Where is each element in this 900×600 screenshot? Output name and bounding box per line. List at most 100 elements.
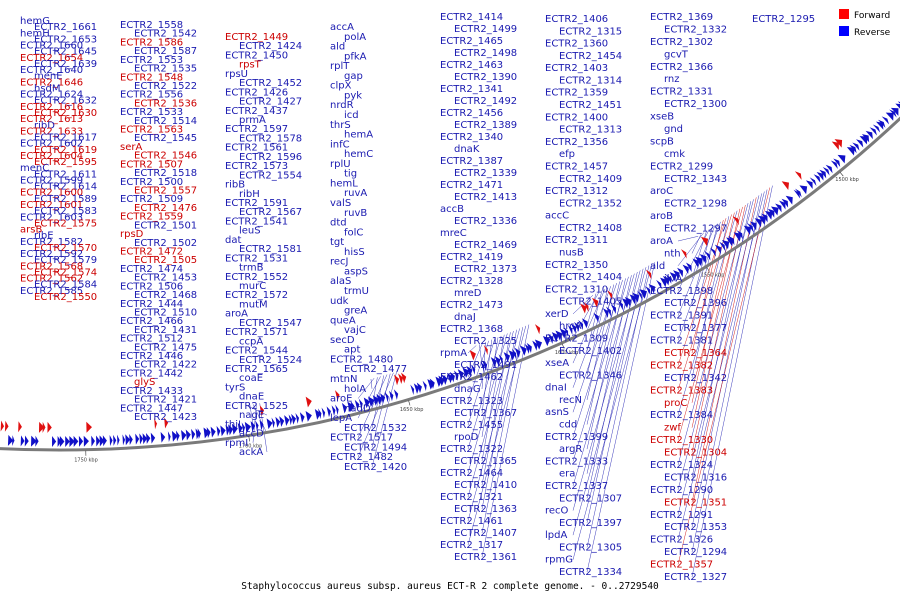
gene-label: proC bbox=[664, 398, 687, 409]
gene-label: ECTR2_1343 bbox=[664, 174, 727, 185]
gene-label: dtd bbox=[330, 218, 347, 229]
gene-label: ECTR2_1356 bbox=[545, 137, 608, 148]
gene-label: ECTR2_1507 bbox=[120, 159, 183, 170]
label-connector bbox=[481, 337, 499, 438]
gene-label: ECTR2_1403 bbox=[545, 63, 608, 74]
reverse-gene-arrow bbox=[578, 320, 584, 331]
gene-label: ECTR2_1361 bbox=[454, 552, 517, 563]
gene-label: ECTR2_1399 bbox=[545, 432, 608, 443]
gene-label: pyk bbox=[344, 90, 362, 101]
gene-label: ECTR2_1357 bbox=[650, 560, 713, 571]
gene-label: aroB bbox=[650, 211, 673, 222]
reverse-gene-arrow bbox=[632, 292, 640, 303]
gene-label: ECTR2_1586 bbox=[120, 37, 183, 48]
reverse-gene-arrow bbox=[372, 395, 379, 406]
gene-label: ECTR2_1314 bbox=[559, 75, 622, 86]
legend-forward-label: Forward bbox=[854, 11, 890, 21]
gene-label: ECTR2_1548 bbox=[120, 72, 183, 83]
reverse-gene-arrow bbox=[347, 401, 355, 413]
gene-label: cdd bbox=[559, 420, 577, 431]
gene-label: ECTR2_1290 bbox=[650, 485, 713, 496]
reverse-gene-arrow bbox=[833, 158, 841, 167]
reverse-gene-arrow bbox=[288, 414, 293, 426]
reverse-gene-arrow bbox=[555, 330, 563, 341]
gene-label: dnaG bbox=[454, 384, 481, 395]
gene-label: mreC bbox=[440, 228, 467, 239]
reverse-gene-arrow bbox=[570, 323, 577, 334]
gene-label: efp bbox=[559, 149, 575, 160]
gene-label: ECTR2_1413 bbox=[454, 192, 517, 203]
reverse-gene-arrow bbox=[872, 124, 881, 133]
label-connector bbox=[572, 267, 647, 536]
reverse-gene-arrow bbox=[244, 421, 252, 433]
label-connector bbox=[357, 377, 375, 399]
gene-label: ECTR2_1404 bbox=[559, 272, 622, 283]
gene-label: ECTR2_1574 bbox=[34, 267, 97, 278]
label-connector bbox=[677, 191, 765, 540]
gene-label: ECTR2_1304 bbox=[664, 448, 727, 459]
gene-label: ECTR2_1400 bbox=[545, 112, 608, 123]
gene-label: ECTR2_1554 bbox=[239, 170, 302, 181]
scale-tick-label: 1550 kbp bbox=[701, 273, 725, 279]
reverse-gene-arrow bbox=[12, 435, 15, 447]
gene-label: ECTR2_1334 bbox=[559, 567, 622, 578]
gene-label: ECTR2_1366 bbox=[650, 62, 713, 73]
gene-label: rpsT bbox=[239, 60, 262, 71]
reverse-gene-arrow bbox=[228, 424, 234, 436]
gene-label: ECTR2_1368 bbox=[440, 324, 503, 335]
gene-label: ECTR2_1351 bbox=[664, 497, 727, 508]
reverse-gene-arrow bbox=[767, 208, 775, 218]
gene-label: ECTR2_1512 bbox=[120, 334, 183, 345]
gene-label: ECTR2_1466 bbox=[120, 316, 183, 327]
reverse-gene-arrow bbox=[685, 262, 692, 272]
gene-label: aspS bbox=[344, 266, 368, 277]
label-connector bbox=[586, 262, 655, 573]
gene-label: ECTR2_1476 bbox=[134, 203, 197, 214]
reverse-gene-arrow bbox=[662, 276, 670, 286]
label-connector bbox=[572, 289, 606, 364]
reverse-gene-arrow bbox=[629, 294, 637, 305]
reverse-gene-arrow bbox=[793, 189, 801, 199]
gene-label: ECTR2_1298 bbox=[664, 199, 727, 210]
scale-tick-label: 1600 kbp bbox=[555, 350, 579, 356]
gene-label: ECTR2_1305 bbox=[559, 542, 622, 553]
reverse-gene-arrow bbox=[785, 195, 793, 205]
reverse-gene-arrow bbox=[384, 391, 389, 403]
gene-label: ECTR2_1311 bbox=[545, 235, 608, 246]
forward-gene-arrow bbox=[401, 372, 407, 384]
gene-label: ECTR2_1377 bbox=[664, 323, 727, 334]
reverse-gene-arrow bbox=[482, 360, 488, 371]
gene-label: hemH bbox=[20, 28, 50, 39]
reverse-gene-arrow bbox=[279, 416, 285, 427]
reverse-gene-arrow bbox=[559, 328, 567, 339]
gene-label: ECTR2_1581 bbox=[239, 244, 302, 255]
gene-label: ECTR2_1611 bbox=[34, 169, 97, 180]
gene-label: ECTR2_1316 bbox=[664, 472, 727, 483]
reverse-gene-arrow bbox=[7, 434, 14, 446]
gene-label: recO bbox=[545, 506, 569, 517]
reverse-gene-arrow bbox=[846, 147, 855, 156]
reverse-gene-arrow bbox=[889, 109, 897, 118]
forward-gene-arrow bbox=[592, 297, 599, 308]
reverse-gene-arrow bbox=[73, 435, 79, 447]
gene-label: ECTR2_1442 bbox=[120, 368, 183, 379]
gene-label: ECTR2_1332 bbox=[664, 24, 727, 35]
forward-gene-arrow bbox=[700, 236, 709, 247]
reverse-gene-arrow bbox=[656, 279, 662, 290]
reverse-gene-arrow bbox=[758, 215, 766, 225]
gene-label: ECTR2_1353 bbox=[664, 522, 727, 533]
reverse-gene-arrow bbox=[139, 433, 144, 445]
legend-reverse-label: Reverse bbox=[854, 28, 891, 38]
forward-gene-arrow bbox=[398, 373, 404, 385]
label-connector bbox=[467, 338, 496, 426]
gene-label: ECTR2_1382 bbox=[650, 360, 713, 371]
gene-label: ECTR2_1402 bbox=[559, 346, 622, 357]
gene-label: aroC bbox=[650, 186, 673, 197]
gene-labels: hemGECTR2_1661hemHECTR2_1653ECTR2_1660EC… bbox=[20, 12, 815, 583]
gene-label: folC bbox=[344, 227, 363, 238]
gene-label: ECTR2_1295 bbox=[752, 14, 815, 25]
gene-label: ECTR2_1582 bbox=[20, 237, 83, 248]
label-connector bbox=[371, 371, 397, 468]
gene-label: ECTR2_1518 bbox=[134, 168, 197, 179]
gene-label: ECTR2_1427 bbox=[239, 97, 302, 108]
